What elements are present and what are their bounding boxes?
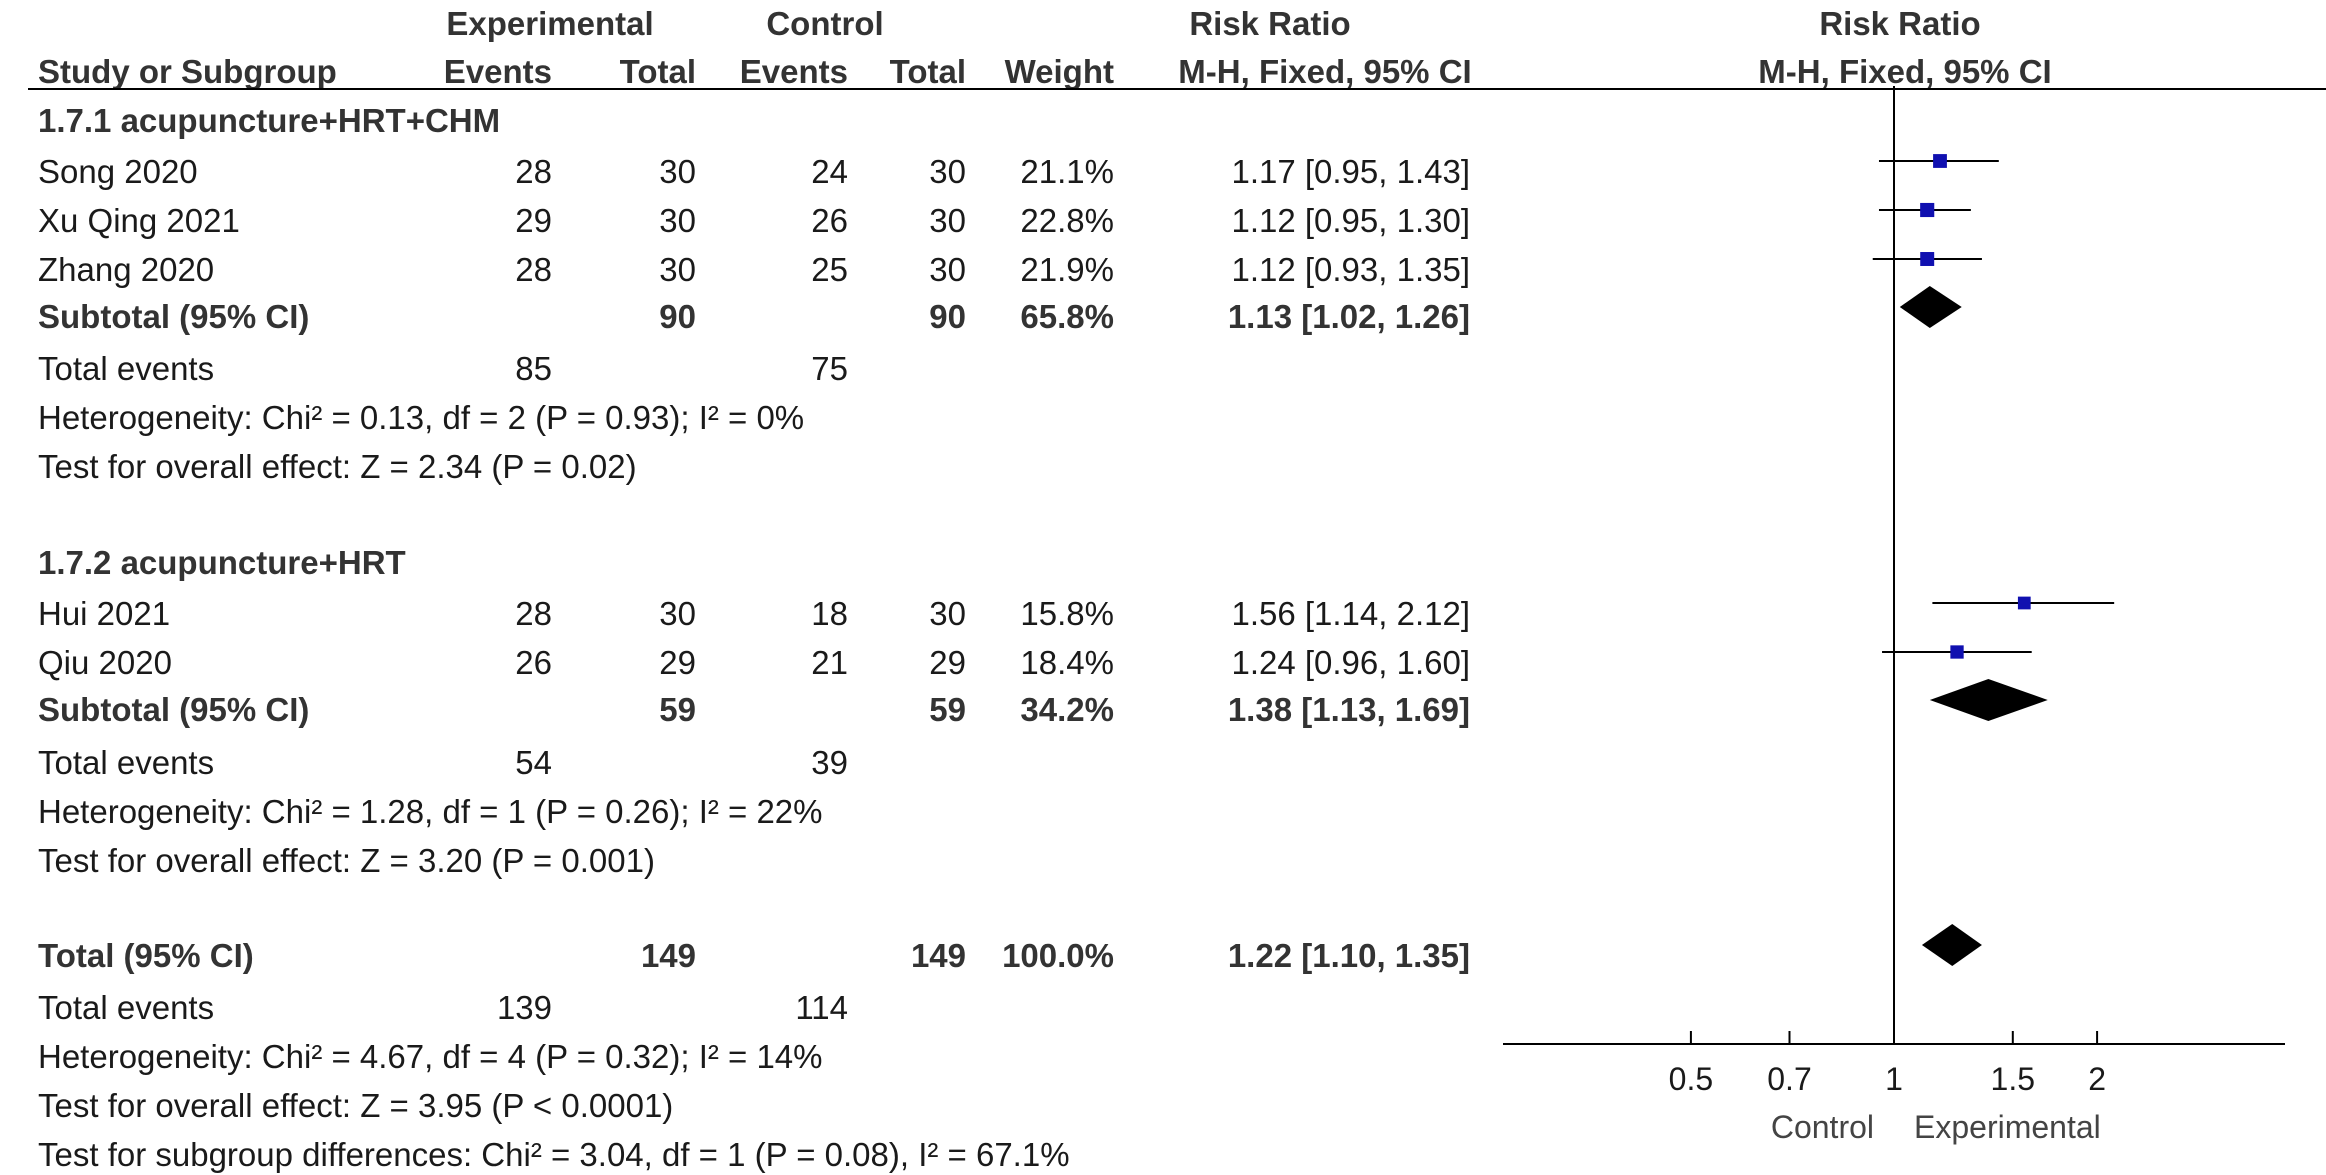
exp-total: 30 xyxy=(659,202,696,239)
heterogeneity-text: Heterogeneity: Chi² = 1.28, df = 1 (P = … xyxy=(38,793,823,830)
experimental-header: Experimental xyxy=(446,5,654,42)
subtotal-label: Subtotal (95% CI) xyxy=(38,691,310,728)
overall-effect-text: Test for overall effect: Z = 3.95 (P < 0… xyxy=(38,1087,674,1124)
study-name: Qiu 2020 xyxy=(38,644,172,681)
exp-total: 90 xyxy=(659,298,696,335)
ctl-events: 18 xyxy=(811,595,848,632)
ctl-events-header: Events xyxy=(739,53,848,90)
weight: 21.9% xyxy=(1020,251,1114,288)
subgroup-title: 1.7.2 acupuncture+HRT xyxy=(38,544,406,581)
exp-total: 30 xyxy=(659,153,696,190)
ctl-total: 30 xyxy=(929,202,966,239)
risk-ratio-ci: 1.56 [1.14, 2.12] xyxy=(1231,595,1470,632)
exp-events: 26 xyxy=(515,644,552,681)
x-tick-label: 0.5 xyxy=(1669,1061,1713,1097)
ctl-total: 30 xyxy=(929,153,966,190)
risk-ratio-ci: 1.24 [0.96, 1.60] xyxy=(1231,644,1470,681)
pooled-diamond xyxy=(1899,286,1962,328)
exp-events: 29 xyxy=(515,202,552,239)
study-marker xyxy=(1920,252,1935,266)
weight: 34.2% xyxy=(1020,691,1114,728)
method-stat-header: M-H, Fixed, 95% CI xyxy=(1178,53,1472,90)
pooled-diamond xyxy=(1929,679,2048,721)
risk-ratio-ci: 1.12 [0.93, 1.35] xyxy=(1231,251,1470,288)
pooled-diamond xyxy=(1921,924,1982,966)
risk-ratio-ci: 1.12 [0.95, 1.30] xyxy=(1231,202,1470,239)
ctl-events: 24 xyxy=(811,153,848,190)
heterogeneity-text: Heterogeneity: Chi² = 0.13, df = 2 (P = … xyxy=(38,399,805,436)
study-marker xyxy=(2017,596,2031,610)
weight: 65.8% xyxy=(1020,298,1114,335)
study-column-header: Study or Subgroup xyxy=(38,53,337,90)
favours-experimental-label: Experimental xyxy=(1914,1109,2101,1145)
ctl-events: 114 xyxy=(795,989,848,1026)
study-marker xyxy=(1933,154,1947,168)
exp-total: 30 xyxy=(659,595,696,632)
total-label: Total (95% CI) xyxy=(38,937,254,974)
study-name: Zhang 2020 xyxy=(38,251,215,288)
exp-total: 30 xyxy=(659,251,696,288)
risk-ratio-ci: 1.13 [1.02, 1.26] xyxy=(1227,298,1470,335)
exp-events: 85 xyxy=(515,350,552,387)
study-name: Song 2020 xyxy=(38,153,198,190)
study-name: Hui 2021 xyxy=(38,595,171,632)
x-tick-label: 0.7 xyxy=(1767,1061,1811,1097)
weight: 15.8% xyxy=(1020,595,1114,632)
risk-ratio-stat-header: Risk Ratio xyxy=(1189,5,1351,42)
total-events-label: Total events xyxy=(38,350,215,387)
exp-total: 29 xyxy=(659,644,696,681)
ctl-total: 29 xyxy=(929,644,966,681)
exp-events: 28 xyxy=(515,595,552,632)
subgroup-differences-text: Test for subgroup differences: Chi² = 3.… xyxy=(38,1136,1070,1173)
x-tick-label: 1 xyxy=(1885,1061,1903,1097)
exp-events: 54 xyxy=(515,744,552,781)
exp-events: 139 xyxy=(496,989,552,1026)
weight: 21.1% xyxy=(1020,153,1114,190)
weight: 22.8% xyxy=(1020,202,1114,239)
study-marker xyxy=(1920,202,1935,218)
ctl-total: 30 xyxy=(929,595,966,632)
ctl-events: 75 xyxy=(811,350,848,387)
exp-total: 149 xyxy=(640,937,696,974)
ctl-events: 39 xyxy=(811,744,848,781)
ctl-total: 30 xyxy=(929,251,966,288)
overall-effect-text: Test for overall effect: Z = 2.34 (P = 0… xyxy=(38,448,637,485)
weight: 100.0% xyxy=(1002,937,1114,974)
risk-ratio-ci: 1.22 [1.10, 1.35] xyxy=(1227,937,1470,974)
subgroup-title: 1.7.1 acupuncture+HRT+CHM xyxy=(38,102,501,139)
weight: 18.4% xyxy=(1020,644,1114,681)
subtotal-label: Subtotal (95% CI) xyxy=(38,298,310,335)
weight-header: Weight xyxy=(1004,53,1114,90)
x-tick-label: 1.5 xyxy=(1991,1061,2035,1097)
overall-effect-text: Test for overall effect: Z = 3.20 (P = 0… xyxy=(38,842,655,879)
heterogeneity-text: Heterogeneity: Chi² = 4.67, df = 4 (P = … xyxy=(38,1038,823,1075)
exp-events: 28 xyxy=(515,251,552,288)
total-events-label: Total events xyxy=(38,744,215,781)
ctl-events: 25 xyxy=(811,251,848,288)
x-tick-label: 2 xyxy=(2088,1061,2106,1097)
header-rule xyxy=(28,88,2326,90)
ctl-events: 26 xyxy=(811,202,848,239)
ctl-total: 90 xyxy=(929,298,966,335)
exp-total-header: Total xyxy=(619,53,696,90)
exp-events-header: Events xyxy=(443,53,552,90)
total-events-label: Total events xyxy=(38,989,215,1026)
method-plot-header: M-H, Fixed, 95% CI xyxy=(1758,53,2052,90)
favours-control-label: Control xyxy=(1771,1109,1874,1145)
ctl-total: 59 xyxy=(929,691,966,728)
ctl-events: 21 xyxy=(811,644,848,681)
control-header: Control xyxy=(766,5,884,42)
risk-ratio-plot-header: Risk Ratio xyxy=(1819,5,1981,42)
study-name: Xu Qing 2021 xyxy=(38,202,240,239)
risk-ratio-ci: 1.17 [0.95, 1.43] xyxy=(1231,153,1470,190)
ctl-total: 149 xyxy=(910,937,966,974)
exp-total: 59 xyxy=(659,691,696,728)
exp-events: 28 xyxy=(515,153,552,190)
ctl-total-header: Total xyxy=(889,53,966,90)
risk-ratio-ci: 1.38 [1.13, 1.69] xyxy=(1227,691,1470,728)
study-marker xyxy=(1950,645,1964,659)
